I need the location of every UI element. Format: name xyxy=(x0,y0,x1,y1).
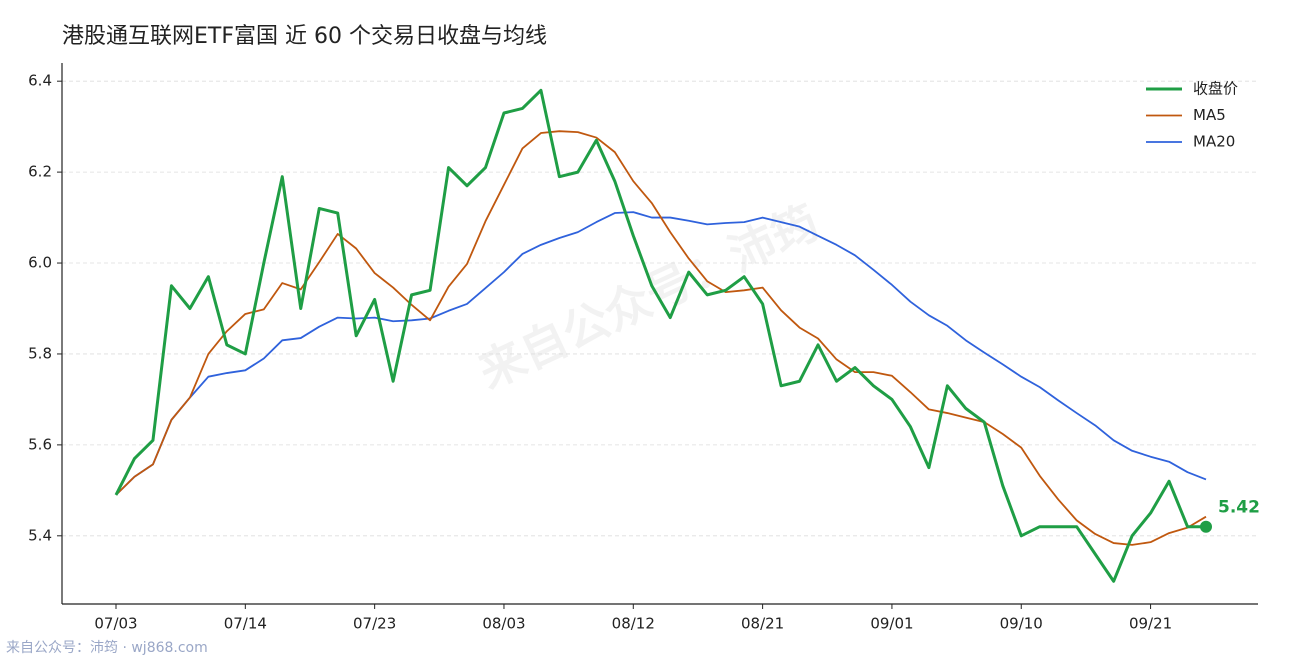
x-tick-label: 09/21 xyxy=(1129,615,1172,633)
x-tick-label: 09/10 xyxy=(1000,615,1043,633)
x-tick-label: 08/12 xyxy=(612,615,655,633)
y-tick-label: 6.2 xyxy=(28,163,52,181)
x-tick-label: 07/23 xyxy=(353,615,396,633)
y-tick-label: 5.4 xyxy=(28,526,52,544)
end-label: 5.42 xyxy=(1218,498,1260,518)
y-tick-label: 6.4 xyxy=(28,72,52,90)
legend-label: MA20 xyxy=(1193,133,1235,151)
legend-label: MA5 xyxy=(1193,106,1226,124)
end-point xyxy=(1200,520,1212,533)
watermark: 来自公众号：沛筠 xyxy=(470,195,826,399)
x-tick-label: 09/01 xyxy=(870,615,913,633)
footer: 来自公众号：沛筠 · wj868.com xyxy=(6,639,208,656)
series-line xyxy=(114,88,1206,583)
x-tick-label: 07/03 xyxy=(94,615,137,633)
y-tick-label: 6.0 xyxy=(28,254,52,272)
legend-label: 收盘价 xyxy=(1193,80,1238,98)
x-tick-label: 08/03 xyxy=(482,615,525,633)
series-line xyxy=(115,211,1207,496)
x-tick-label: 07/14 xyxy=(224,615,267,633)
y-tick-label: 5.6 xyxy=(28,435,52,453)
chart-title: 港股通互联网ETF富国 近 60 个交易日收盘与均线 xyxy=(62,24,547,49)
x-tick-label: 08/21 xyxy=(741,615,784,633)
y-tick-label: 5.8 xyxy=(28,344,52,362)
